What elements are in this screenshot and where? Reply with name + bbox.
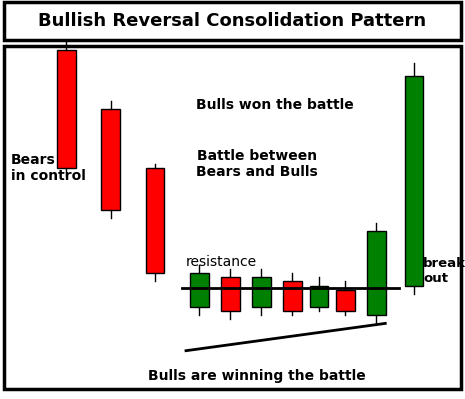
Text: Bullish Reversal Consolidation Pattern: Bullish Reversal Consolidation Pattern — [39, 12, 426, 30]
Bar — [5, 2, 460, 40]
Text: Bulls are winning the battle: Bulls are winning the battle — [148, 369, 366, 383]
Text: Battle between
Bears and Bulls: Battle between Bears and Bulls — [196, 149, 318, 179]
Bar — [405, 75, 423, 286]
Text: Bulls won the battle: Bulls won the battle — [196, 98, 353, 112]
Text: Bears
in control: Bears in control — [11, 153, 86, 183]
Bar — [336, 290, 355, 311]
Bar — [283, 281, 302, 311]
Bar — [190, 273, 209, 306]
Bar — [101, 109, 120, 210]
Bar — [221, 277, 239, 311]
Text: resistance: resistance — [186, 255, 257, 269]
Bar — [367, 231, 386, 315]
Text: break
out: break out — [423, 257, 465, 285]
Bar — [5, 46, 460, 389]
Bar — [252, 277, 271, 306]
Bar — [57, 50, 76, 168]
Bar — [310, 286, 328, 306]
Bar — [146, 168, 164, 273]
